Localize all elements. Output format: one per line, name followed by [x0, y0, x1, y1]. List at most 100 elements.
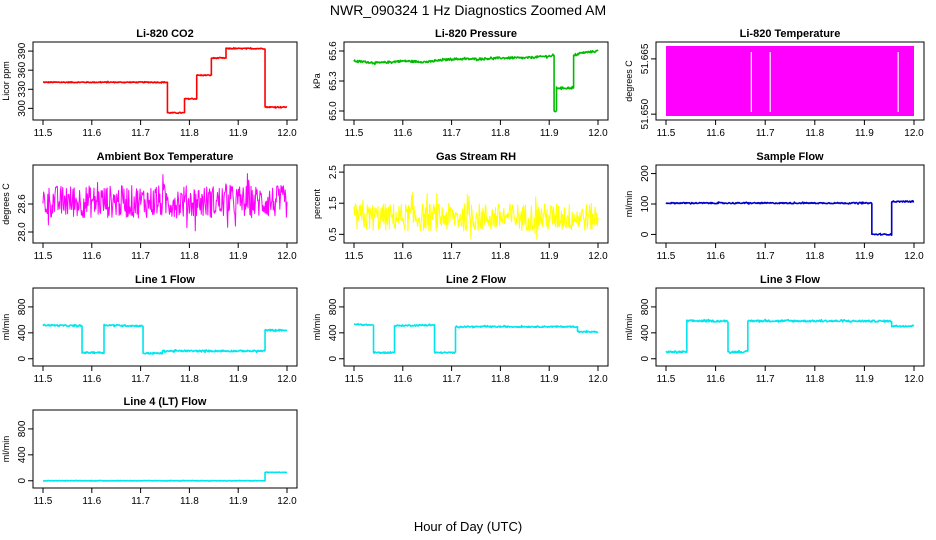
y-tick-label: 65.6	[328, 41, 339, 61]
plot-frame	[655, 41, 925, 121]
y-axis-label: degrees C	[624, 60, 634, 102]
y-axis-label: Licor ppm	[1, 61, 11, 101]
x-tick-label: 11.9	[540, 128, 559, 139]
plot-frame	[343, 41, 609, 121]
x-tick-label: 11.8	[180, 128, 199, 139]
series-line-sample_flow	[665, 199, 915, 237]
series-area	[353, 49, 599, 113]
panel-title: Li-820 Pressure	[435, 28, 517, 40]
y-tick-label: 800	[17, 420, 28, 437]
x-tick-label: 11.5	[657, 128, 676, 139]
series-area	[353, 191, 599, 240]
x-tick-label: 11.5	[657, 251, 676, 262]
panel-box_temp: Ambient Box Temperature 11.5 11.6 11.7 11.8 1…	[1, 151, 298, 262]
x-tick-label: 12.0	[904, 128, 924, 139]
x-tick-label: 12.0	[904, 374, 924, 385]
y-tick-label: 65.0	[328, 101, 339, 121]
y-axis-label: ml/min	[1, 314, 11, 341]
x-tick-label: 11.8	[805, 251, 824, 262]
panel-rh: Gas Stream RH 11.5 11.6 11.7 11.8 11.9 12.0 0.5…	[312, 151, 609, 262]
y-tick-label: 400	[17, 324, 28, 341]
x-tick-label: 11.6	[82, 496, 101, 507]
y-tick-label: 28.6	[17, 194, 28, 214]
panel-title: Line 3 Flow	[760, 274, 820, 286]
x-tick-label: 11.7	[131, 128, 150, 139]
series-area	[42, 46, 288, 115]
series-line-co2	[42, 46, 288, 115]
series-area	[353, 322, 599, 355]
x-tick-label: 11.8	[180, 251, 199, 262]
x-tick-label: 11.5	[345, 251, 364, 262]
y-tick-label: 800	[640, 298, 651, 315]
panel-pressure: Li-820 Pressure 11.5 11.6 11.7 11.8 11.9 12.0 6…	[312, 28, 609, 139]
plot-frame	[343, 287, 609, 367]
panel-co2: Li-820 CO2 11.5 11.6 11.7 11.8 11.9 12.0 300 330…	[1, 28, 298, 139]
x-tick-label: 11.9	[855, 128, 874, 139]
x-tick-label: 12.0	[588, 251, 608, 262]
plot-frame	[32, 41, 298, 121]
y-tick-label: 0	[17, 478, 28, 484]
panel-title: Gas Stream RH	[436, 151, 516, 163]
panel-title: Sample Flow	[756, 151, 824, 163]
y-axis-label: kPa	[312, 73, 322, 89]
x-tick-label: 11.9	[855, 251, 874, 262]
series-area	[42, 323, 288, 355]
x-tick-label: 11.6	[82, 251, 101, 262]
x-tick-label: 11.7	[442, 251, 461, 262]
x-tick-label: 11.5	[34, 374, 53, 385]
x-tick-label: 11.9	[229, 251, 248, 262]
x-tick-label: 11.5	[34, 496, 53, 507]
x-tick-label: 12.0	[904, 251, 924, 262]
y-axis-label: ml/min	[624, 314, 634, 341]
x-tick-label: 11.9	[540, 251, 559, 262]
x-tick-label: 11.6	[706, 374, 725, 385]
y-tick-label: 300	[17, 100, 28, 117]
panel-line1: Line 1 Flow 11.5 11.6 11.7 11.8 11.9 12.0 0 400 8…	[1, 274, 298, 385]
x-tick-label: 11.6	[82, 374, 101, 385]
x-tick-label: 12.0	[588, 374, 608, 385]
x-tick-label: 12.0	[277, 496, 297, 507]
y-axis-label: degrees C	[1, 183, 11, 225]
x-tick-label: 11.5	[34, 128, 53, 139]
series-area	[42, 173, 288, 232]
y-axis-label: ml/min	[1, 436, 11, 463]
series-area	[665, 318, 915, 355]
x-tick-label: 12.0	[277, 128, 297, 139]
x-tick-label: 11.8	[805, 128, 824, 139]
series-line-rh	[353, 191, 599, 240]
series-line-line2	[353, 322, 599, 355]
panel-title: Line 4 (LT) Flow	[124, 396, 207, 408]
y-axis-label: ml/min	[624, 191, 634, 218]
y-tick-label: 0	[640, 356, 651, 362]
series-area	[666, 46, 914, 116]
y-tick-label: 800	[17, 298, 28, 315]
y-tick-label: 0.5	[328, 227, 339, 241]
plot-frame	[32, 287, 298, 367]
x-tick-label: 11.9	[540, 374, 559, 385]
y-tick-label: 400	[640, 324, 651, 341]
x-tick-label: 11.7	[131, 251, 150, 262]
plot-frame	[655, 287, 925, 367]
x-tick-label: 11.9	[229, 128, 248, 139]
x-tick-label: 11.6	[706, 128, 725, 139]
x-tick-label: 11.7	[131, 374, 150, 385]
y-tick-label: 0	[640, 231, 651, 237]
panel-line2: Line 2 Flow 11.5 11.6 11.7 11.8 11.9 12.0 0 400 8…	[312, 274, 609, 385]
x-tick-label: 11.8	[805, 374, 824, 385]
y-tick-label: 360	[17, 61, 28, 78]
y-tick-label: 1.5	[328, 196, 339, 210]
panel-title: Ambient Box Temperature	[97, 151, 234, 163]
x-tick-label: 12.0	[588, 128, 608, 139]
x-tick-label: 11.9	[229, 374, 248, 385]
series-line-pressure	[353, 49, 599, 113]
panel-line4: Line 4 (LT) Flow 11.5 11.6 11.7 11.8 11.9 12.0…	[1, 396, 298, 507]
x-tick-label: 11.9	[855, 374, 874, 385]
series-line-line4	[42, 471, 288, 483]
series-band	[666, 46, 914, 116]
y-tick-label: 400	[17, 446, 28, 463]
x-tick-label: 11.7	[442, 128, 461, 139]
x-tick-label: 12.0	[277, 374, 297, 385]
y-tick-label: 51.650	[640, 98, 651, 129]
y-tick-label: 0	[328, 356, 339, 362]
